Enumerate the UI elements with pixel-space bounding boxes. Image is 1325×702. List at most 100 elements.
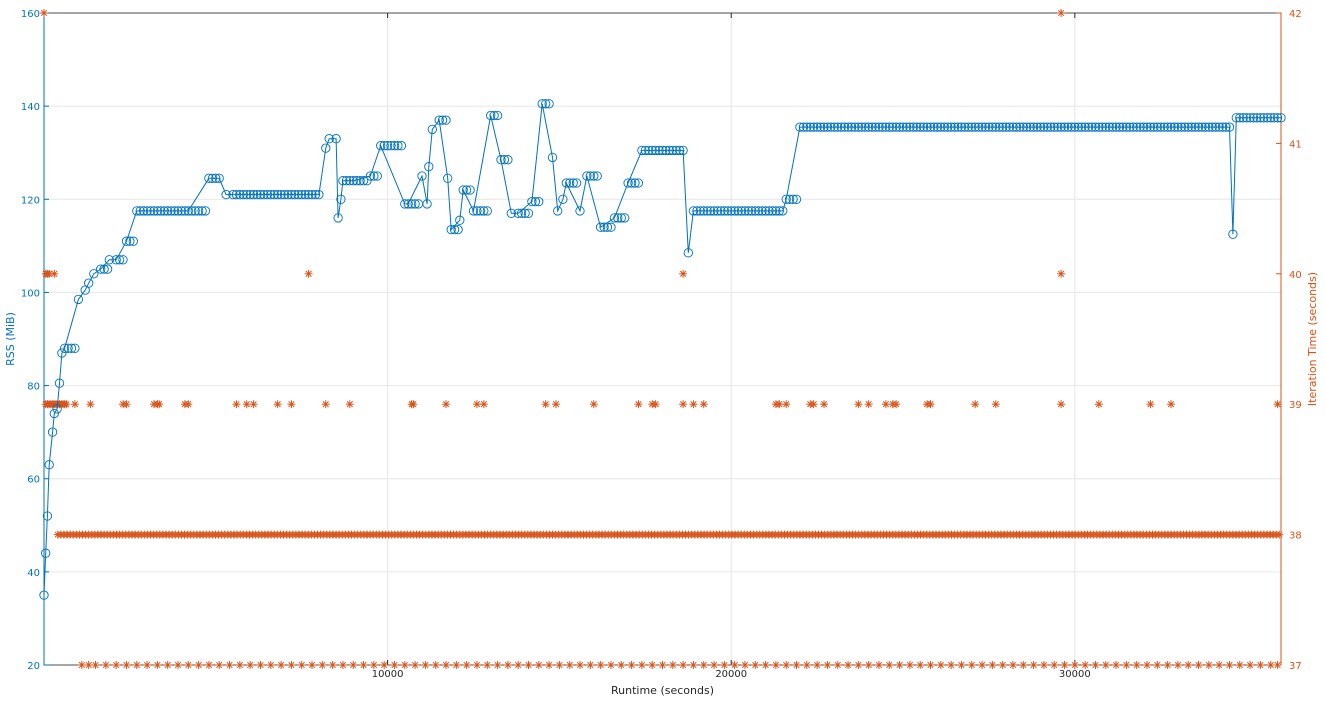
rss-point (884, 122, 894, 132)
rss-point (901, 122, 912, 132)
rss-point (956, 122, 967, 132)
rss-point (369, 171, 379, 181)
rss-point (530, 196, 541, 207)
rss-point (245, 189, 255, 200)
iteration-time-point (338, 661, 347, 669)
rss-point (918, 122, 929, 132)
iteration-time-point (1215, 661, 1224, 669)
rss-point (1176, 122, 1187, 132)
iteration-time-point (751, 661, 760, 669)
rss-point (1028, 122, 1039, 132)
rss-point (839, 122, 850, 132)
rss-point (276, 189, 286, 200)
rss-point (527, 196, 537, 207)
iteration-time-point (802, 661, 811, 669)
rss-point (355, 176, 365, 186)
iteration-time-point (988, 661, 997, 669)
iteration-time-point (122, 661, 131, 669)
rss-point (297, 189, 307, 200)
rss-point (925, 122, 936, 132)
rss-point (898, 122, 908, 132)
rss-point (307, 189, 317, 200)
rss-point (688, 206, 699, 216)
rss-point (1063, 122, 1073, 132)
rss-point (1042, 122, 1052, 132)
iteration-time-point (1094, 400, 1103, 409)
iteration-time-point (971, 400, 980, 409)
rss-point (1087, 122, 1097, 132)
iteration-time-point (819, 400, 828, 409)
rss-line (43, 103, 1281, 596)
rss-point (482, 206, 492, 216)
rss-point (699, 206, 709, 216)
rss-point (1162, 122, 1173, 132)
iteration-time-point (720, 661, 729, 669)
rss-point (1259, 113, 1269, 123)
rss-point (1107, 122, 1118, 132)
rss-point (702, 206, 712, 216)
iteration-time-point (1194, 661, 1203, 669)
rss-point (1118, 122, 1128, 132)
rss-series (39, 99, 1286, 600)
iteration-time-point (349, 661, 358, 669)
rss-point (286, 189, 297, 200)
rss-point (1049, 122, 1059, 132)
rss-point (472, 206, 482, 216)
iteration-time-point (1142, 661, 1151, 669)
iteration-time-point (1273, 661, 1282, 669)
rss-point (908, 122, 918, 132)
rss-point (1121, 122, 1132, 132)
rss-point (819, 122, 829, 132)
rss-point (242, 189, 252, 200)
rss-point (187, 206, 197, 216)
x-axis-label: Runtime (seconds) (611, 684, 714, 697)
rss-point (1180, 122, 1190, 132)
iteration-time-point (50, 269, 59, 278)
iteration-time-point (617, 661, 626, 669)
rss-point (59, 343, 70, 353)
iteration-time-point (273, 400, 282, 409)
rss-point (523, 208, 534, 218)
iteration-time-point (936, 661, 945, 669)
rss-point (273, 189, 283, 200)
rss-point (437, 115, 448, 125)
iteration-time-point (1173, 661, 1182, 669)
iteration-time-point (1132, 661, 1141, 669)
rss-point (166, 206, 176, 216)
rss-point (235, 189, 245, 200)
rss-point (671, 145, 681, 156)
rss-point (348, 176, 358, 186)
rss-point (111, 255, 121, 265)
rss-point (778, 206, 788, 216)
rss-point (998, 122, 1008, 132)
rss-point (1211, 122, 1221, 132)
rss-point (248, 189, 259, 200)
rss-point (128, 236, 138, 246)
rss-point (963, 122, 973, 132)
rss-point (743, 206, 754, 216)
rss-point (894, 122, 905, 132)
rss-point (214, 173, 224, 183)
left-tick-label: 140 (21, 102, 40, 113)
iteration-time-point (359, 661, 368, 669)
rss-point (633, 178, 644, 188)
rss-point (1032, 122, 1042, 132)
rss-point (333, 213, 343, 223)
iteration-time-point (689, 400, 698, 409)
rss-point (403, 199, 413, 209)
rss-point (231, 189, 242, 200)
iteration-time-point (266, 661, 275, 669)
iteration-time-point (833, 661, 842, 669)
rss-point (589, 171, 599, 181)
iteration-time-point (194, 661, 203, 669)
rss-point (1080, 122, 1090, 132)
iteration-time-point (1225, 661, 1234, 669)
rss-point (1111, 122, 1121, 132)
iteration-time-point (304, 269, 313, 278)
rss-point (798, 122, 809, 132)
iteration-time-point (1091, 661, 1100, 669)
rss-point (953, 122, 963, 132)
rss-point (516, 208, 527, 218)
rss-point (42, 511, 53, 521)
rss-point (609, 213, 620, 223)
